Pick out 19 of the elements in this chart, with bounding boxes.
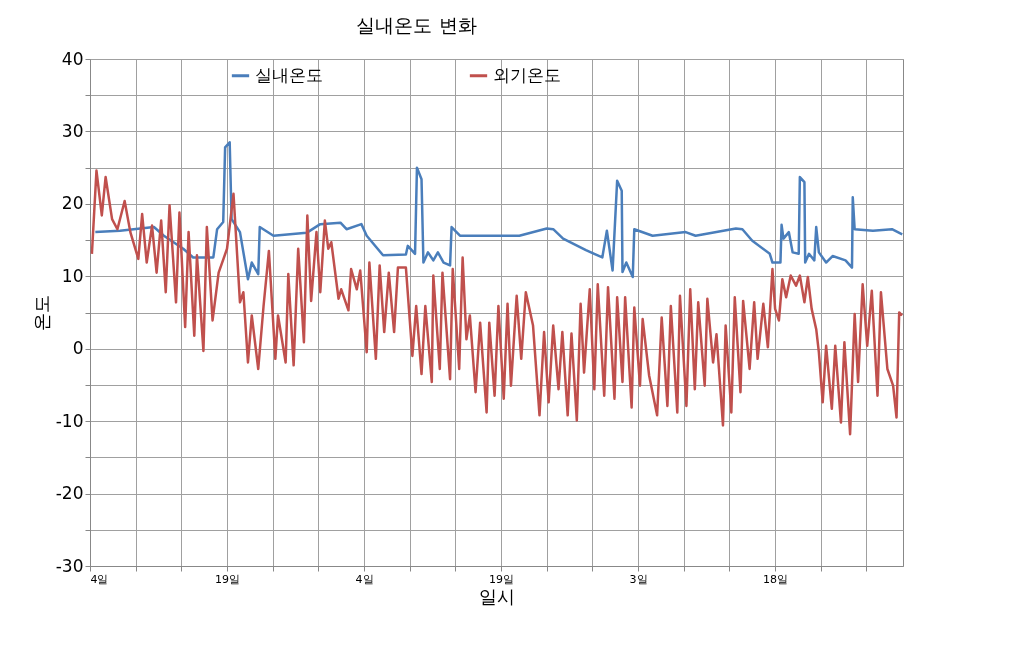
legend-label: 실내온도 — [255, 64, 323, 85]
y-tick-label: -30 — [55, 555, 84, 576]
y-tick-label: 10 — [61, 265, 84, 286]
legend-label: 외기온도 — [493, 64, 561, 85]
chart-title: 실내온도 변화 — [356, 14, 477, 36]
y-tick-label: -10 — [55, 410, 84, 431]
y-tick-label: 40 — [61, 48, 84, 69]
x-tick-label: 18일 — [763, 572, 789, 586]
x-tick-label: 4일 — [355, 572, 374, 586]
y-tick-label: 0 — [72, 338, 84, 359]
x-tick-label: 19일 — [215, 572, 241, 586]
y-tick-label: -20 — [55, 483, 84, 504]
x-tick-label: 19일 — [489, 572, 515, 586]
y-axis-title: 온도 — [30, 295, 52, 331]
y-tick-label: 30 — [61, 120, 84, 141]
x-axis-title: 일시 — [479, 585, 515, 607]
y-tick-label: 20 — [61, 193, 84, 214]
x-tick-label: 4일 — [90, 572, 109, 586]
x-tick-label: 3일 — [629, 572, 648, 586]
